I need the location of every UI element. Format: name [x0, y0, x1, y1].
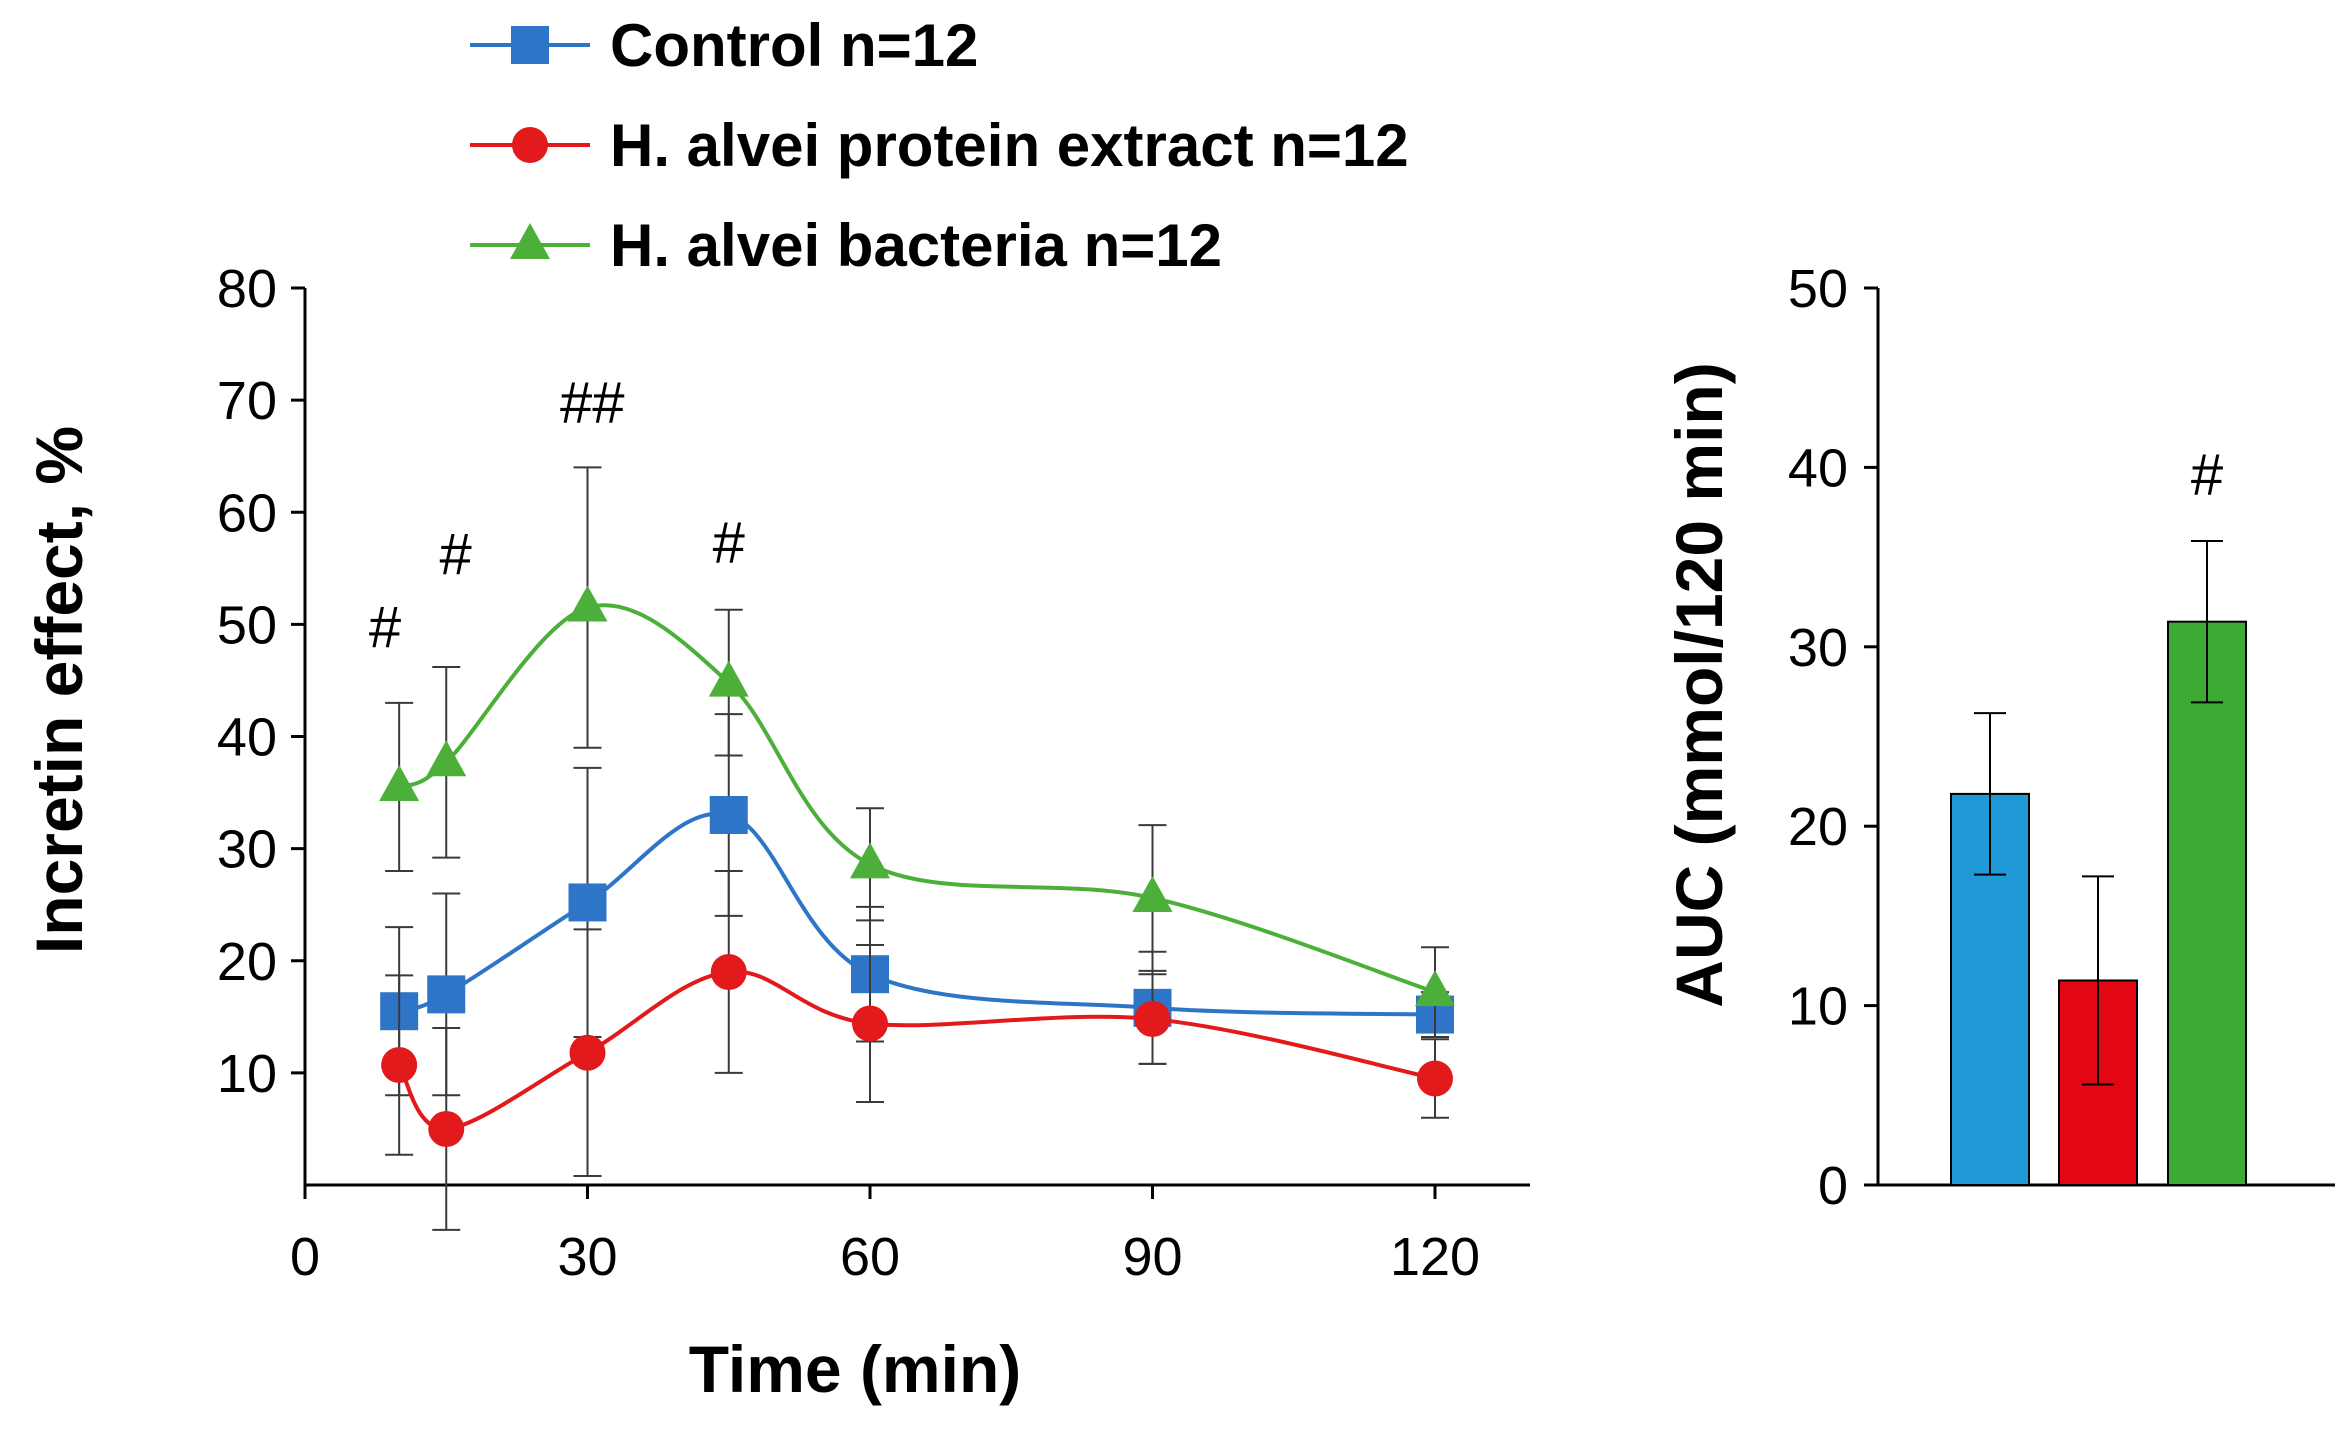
legend-item: Control n=12: [470, 12, 978, 79]
bar-y-tick-label: 10: [1788, 977, 1848, 1037]
series-line: [397, 969, 1436, 1131]
data-point: [850, 842, 890, 879]
y-tick-label: 10: [217, 1044, 277, 1104]
data-point: [1417, 1060, 1453, 1097]
legend-item: H. alvei protein extract n=12: [470, 112, 1409, 179]
series-triangle: [379, 466, 1455, 1038]
line-chart-incretin-effect: 10 20 30 40 50 60 70 80 0 30 60 90 120 Time (min) Incr…: [22, 12, 1530, 1406]
data-point: [381, 1047, 418, 1084]
legend-label: Control n=12: [610, 12, 978, 79]
significance-marker: #: [440, 522, 472, 587]
legend-label: H. alvei bacteria n=12: [610, 212, 1222, 279]
data-point: [427, 975, 466, 1014]
bar-y-tick-label: 0: [1818, 1156, 1848, 1216]
bar-y-axis-title: AUC (mmol/120 min): [1662, 362, 1736, 1007]
legend-label: H. alvei protein extract n=12: [610, 112, 1409, 179]
y-tick-label: 80: [217, 259, 277, 319]
series-square: [380, 713, 1454, 1097]
y-tick-label: 30: [217, 820, 277, 880]
bar-y-tick-label: 50: [1788, 259, 1848, 319]
y-tick-label: 40: [217, 708, 277, 768]
bar-y-tick-label: 30: [1788, 618, 1848, 678]
bar-significance-marker: #: [2191, 442, 2223, 507]
significance-marker: ##: [560, 371, 625, 436]
legend-marker: [511, 26, 549, 64]
data-point: [379, 764, 420, 801]
bar-chart-auc: 0 10 20 30 40 50 AUC (mmol/120 min) #: [1662, 259, 2335, 1216]
series-circle: [381, 870, 1453, 1231]
series-line: [398, 811, 1436, 1017]
data-point: [569, 1034, 606, 1071]
data-point: [1132, 875, 1173, 912]
x-tick-label: 0: [290, 1227, 320, 1287]
significance-marker: #: [369, 595, 401, 660]
data-point: [852, 1005, 888, 1042]
y-tick-label: 70: [217, 371, 277, 431]
data-point: [428, 1110, 465, 1147]
data-point: [567, 585, 608, 622]
data-point: [708, 660, 749, 697]
x-tick-label: 90: [1122, 1227, 1182, 1287]
x-axis-title: Time (min): [689, 1332, 1021, 1406]
y-tick-label: 60: [217, 483, 277, 543]
legend-marker: [512, 127, 548, 163]
data-point: [1415, 970, 1455, 1007]
data-point: [426, 740, 467, 777]
series-line: [398, 603, 1436, 995]
data-point: [709, 795, 748, 834]
y-axis-title: Incretin effect, %: [22, 426, 96, 954]
data-point: [568, 883, 607, 922]
y-tick-label: 50: [217, 595, 277, 655]
data-point: [710, 953, 747, 990]
legend-item: H. alvei bacteria n=12: [470, 212, 1222, 279]
x-tick-label: 60: [840, 1227, 900, 1287]
x-tick-label: 120: [1390, 1227, 1480, 1287]
bar-y-tick-label: 20: [1788, 797, 1848, 857]
significance-marker: #: [713, 511, 745, 576]
legend: Control n=12 H. alvei protein extract n=1…: [470, 12, 1409, 279]
legend-marker: [510, 223, 550, 259]
y-tick-label: 20: [217, 932, 277, 992]
data-point: [1134, 1001, 1171, 1038]
x-tick-label: 30: [557, 1227, 617, 1287]
bar-y-tick-label: 40: [1788, 438, 1848, 498]
bar: [2167, 620, 2247, 1186]
